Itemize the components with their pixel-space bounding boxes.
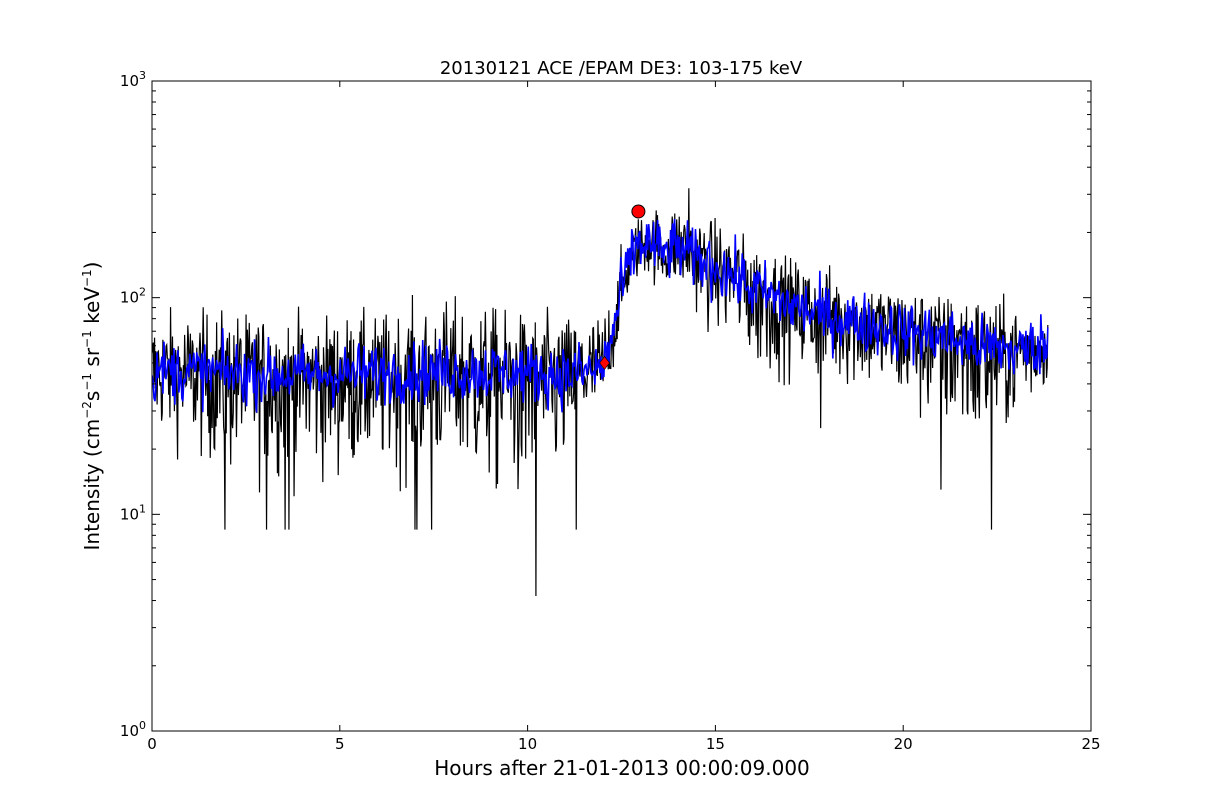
x-axis-title: Hours after 21-01-2013 00:00:09.000 (434, 756, 810, 780)
x-tick-label: 20 (894, 735, 913, 753)
smoothed-data-line (152, 218, 1049, 413)
y-axis-title-sup1: −2 (80, 401, 94, 419)
onset-marker (599, 355, 610, 370)
y-tick-label: 101 (120, 502, 146, 523)
x-tick-label: 0 (147, 735, 157, 753)
y-tick-label: 100 (120, 719, 146, 740)
x-axis: 0 5 10 15 20 25 (147, 81, 1101, 753)
y-axis-title-p2: s (80, 391, 104, 401)
y-axis-title-sup2: −1 (80, 373, 94, 391)
x-tick-label: 25 (1081, 735, 1100, 753)
plot-area (152, 188, 1049, 596)
chart-title: 20130121 ACE /EPAM DE3: 103-175 keV (440, 58, 803, 79)
x-tick-label: 5 (335, 735, 345, 753)
y-axis-title-p4: keV (80, 287, 104, 331)
y-tick-label: 103 (120, 69, 146, 90)
y-axis-title-suffix: ) (80, 262, 104, 270)
y-axis-title-prefix: Intensity (cm (80, 419, 104, 551)
y-axis-title-sup4: −1 (80, 269, 94, 287)
y-axis-title: Intensity (cm−2s−1 sr−1 keV−1) (80, 262, 104, 551)
y-axis: 100 101 102 103 (120, 69, 1091, 740)
x-tick-label: 15 (706, 735, 725, 753)
y-tick-label: 102 (120, 286, 146, 307)
x-tick-label: 10 (518, 735, 537, 753)
y-axis-title-p3: sr (80, 347, 104, 373)
peak-marker (631, 204, 646, 219)
plot-frame (151, 80, 1092, 732)
y-axis-title-sup3: −1 (80, 330, 94, 348)
